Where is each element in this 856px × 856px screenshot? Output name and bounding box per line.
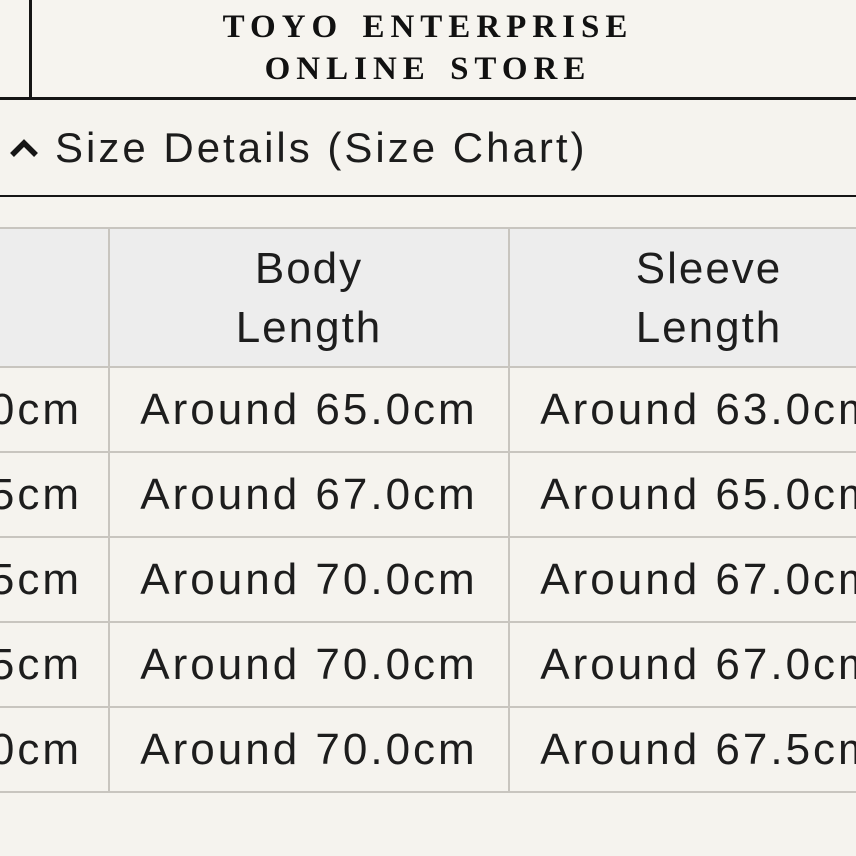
cell-body-length: Around 65.0cm xyxy=(108,366,510,453)
cell-size: 5cm xyxy=(0,451,110,538)
cell-body-length: Around 70.0cm xyxy=(108,706,510,793)
store-header: TOYO ENTERPRISE ONLINE STORE xyxy=(0,0,856,100)
table-row: 5cm Around 70.0cm Around 67.0cm xyxy=(0,536,856,623)
cell-sleeve-length: Around 65.0cm xyxy=(508,451,856,538)
table-row: 0cm Around 65.0cm Around 63.0cm xyxy=(0,366,856,453)
table-header-row: Body Length Sleeve Length xyxy=(0,227,856,368)
store-logo-line2: ONLINE STORE xyxy=(264,51,592,87)
header-left-divider xyxy=(0,0,32,97)
cell-body-length: Around 70.0cm xyxy=(108,536,510,623)
table-row: 5cm Around 67.0cm Around 65.0cm xyxy=(0,451,856,538)
column-header-sleeve-length: Sleeve Length xyxy=(508,227,856,368)
table-row: 5cm Around 70.0cm Around 67.0cm xyxy=(0,621,856,708)
store-logo-line1: TOYO ENTERPRISE xyxy=(222,9,634,45)
cell-sleeve-length: Around 67.0cm xyxy=(508,621,856,708)
cell-sleeve-length: Around 67.0cm xyxy=(508,536,856,623)
size-chart-region: Body Length Sleeve Length 0cm Around 65.… xyxy=(0,227,856,793)
size-details-title: Size Details (Size Chart) xyxy=(55,123,588,171)
cell-size: 5cm xyxy=(0,621,110,708)
table-row: 0cm Around 70.0cm Around 67.5cm xyxy=(0,706,856,793)
cell-size: 0cm xyxy=(0,366,110,453)
cell-size: 0cm xyxy=(0,706,110,793)
store-logo[interactable]: TOYO ENTERPRISE ONLINE STORE xyxy=(0,6,856,90)
chevron-up-icon xyxy=(10,138,38,157)
cell-body-length: Around 70.0cm xyxy=(108,621,510,708)
column-header-body-length: Body Length xyxy=(108,227,510,368)
cell-size: 5cm xyxy=(0,536,110,623)
cell-sleeve-length: Around 67.5cm xyxy=(508,706,856,793)
cell-sleeve-length: Around 63.0cm xyxy=(508,366,856,453)
column-header-size xyxy=(0,227,110,368)
size-details-toggle[interactable]: Size Details (Size Chart) xyxy=(0,100,856,197)
cell-body-length: Around 67.0cm xyxy=(108,451,510,538)
size-chart-table: Body Length Sleeve Length 0cm Around 65.… xyxy=(0,227,856,793)
